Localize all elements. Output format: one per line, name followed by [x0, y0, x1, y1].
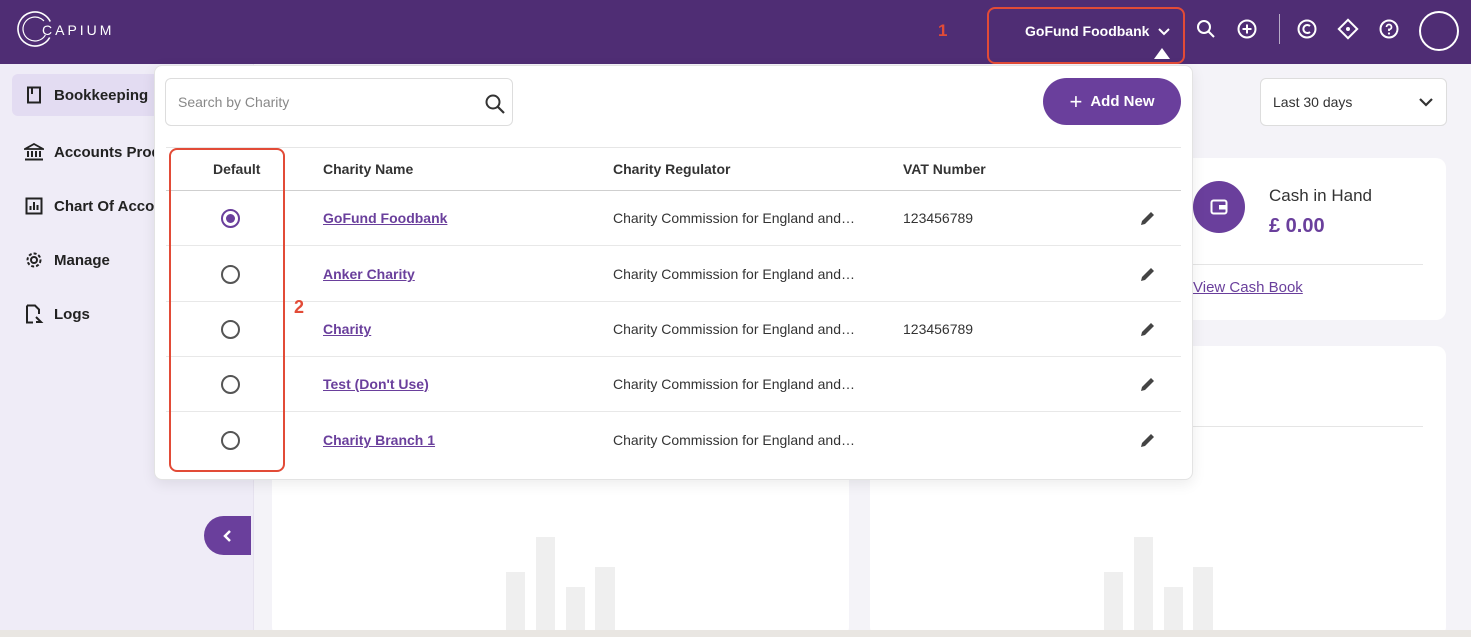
cash-in-hand-card [1150, 158, 1446, 320]
placeholder-bar [1193, 567, 1213, 637]
top-bar: CAPIUM 1 GoFund Foodbank [0, 0, 1471, 64]
default-radio[interactable] [221, 320, 240, 339]
date-range-select[interactable]: Last 30 days [1260, 78, 1447, 126]
table-row: Anker Charity Charity Commission for Eng… [166, 247, 1181, 302]
column-header-charity-name: Charity Name [323, 161, 414, 177]
capium-icon[interactable] [1296, 18, 1318, 40]
logo-ring-icon [17, 11, 53, 47]
charity-name-link[interactable]: Test (Don't Use) [323, 376, 429, 392]
pencil-icon[interactable] [1139, 321, 1156, 338]
charity-regulator: Charity Commission for England and… [613, 432, 855, 448]
table-row: Charity Charity Commission for England a… [166, 302, 1181, 357]
chart-icon [24, 196, 44, 216]
sidebar-item-accounts-production[interactable]: Accounts Prod [12, 131, 252, 173]
bottom-edge [0, 630, 1471, 637]
charity-regulator: Charity Commission for England and… [613, 376, 855, 392]
placeholder-bar [566, 587, 585, 637]
charity-regulator: Charity Commission for England and… [613, 266, 855, 282]
vat-number: 123456789 [903, 210, 974, 226]
sidebar-item-chart-of-accounts[interactable]: Chart Of Accou [12, 185, 252, 227]
sidebar-item-logs[interactable]: Logs [12, 293, 252, 335]
default-radio[interactable] [221, 209, 240, 228]
charity-regulator: Charity Commission for England and… [613, 321, 855, 337]
book-icon [24, 85, 44, 105]
default-radio[interactable] [221, 375, 240, 394]
placeholder-bar [1104, 572, 1123, 637]
pencil-icon[interactable] [1139, 266, 1156, 283]
toolbar-divider [1279, 14, 1280, 44]
divider [1193, 264, 1423, 265]
gear-icon [24, 250, 44, 270]
charity-dropdown-panel [154, 65, 1193, 480]
help-icon[interactable] [1378, 18, 1400, 40]
diamond-icon[interactable] [1337, 18, 1359, 40]
sidebar-item-label: Accounts Prod [54, 143, 161, 161]
default-radio[interactable] [221, 265, 240, 284]
pencil-icon[interactable] [1139, 210, 1156, 227]
logs-icon [24, 304, 44, 324]
sidebar-item-label: Logs [54, 305, 90, 323]
chevron-down-icon[interactable] [1157, 22, 1171, 42]
charity-name-link[interactable]: Charity Branch 1 [323, 432, 436, 448]
wallet-icon [1193, 181, 1245, 233]
vat-number: 123456789 [903, 321, 974, 337]
view-cash-book-link[interactable]: View Cash Book [1193, 279, 1303, 296]
plus-icon: + [1069, 88, 1083, 114]
placeholder-bar [595, 567, 615, 637]
collapse-sidebar-button[interactable] [204, 516, 251, 555]
annotation-marker-2: 2 [294, 297, 305, 317]
column-header-default: Default [213, 161, 261, 177]
add-new-charity-button[interactable]: + Add New [1043, 78, 1181, 125]
search-icon[interactable] [1195, 18, 1217, 40]
date-range-value: Last 30 days [1273, 94, 1353, 110]
placeholder-bar [1134, 537, 1153, 637]
org-selector-highlight [987, 7, 1185, 64]
sidebar-item-label: Bookkeeping [54, 86, 149, 104]
placeholder-bar [506, 572, 525, 637]
header-divider [166, 190, 1181, 191]
charity-search-input[interactable] [167, 80, 467, 124]
avatar[interactable] [1419, 11, 1459, 51]
placeholder-bar [536, 537, 555, 637]
placeholder-bar [1164, 587, 1183, 637]
sidebar-item-label: Manage [54, 251, 110, 269]
dropdown-caret [1154, 48, 1170, 59]
table-row: Charity Branch 1 Charity Commission for … [166, 413, 1181, 468]
charity-name-link[interactable]: GoFund Foodbank [323, 210, 448, 226]
search-icon[interactable] [484, 93, 506, 115]
capium-logo[interactable]: CAPIUM [16, 10, 111, 48]
add-new-label: Add New [1090, 93, 1155, 110]
bank-icon [24, 142, 44, 162]
charity-name-link[interactable]: Anker Charity [323, 266, 415, 282]
chevron-down-icon [1419, 98, 1433, 107]
org-selector-button[interactable]: GoFund Foodbank [1025, 23, 1150, 39]
charity-regulator: Charity Commission for England and… [613, 210, 855, 226]
table-row: GoFund Foodbank Charity Commission for E… [166, 191, 1181, 246]
logo-text: CAPIUM [42, 22, 115, 38]
cash-in-hand-label: Cash in Hand [1269, 186, 1373, 205]
charity-name-link[interactable]: Charity [323, 321, 372, 337]
table-row: Test (Don't Use) Charity Commission for … [166, 357, 1181, 412]
cash-in-hand-value: £ 0.00 [1269, 215, 1325, 237]
pencil-icon[interactable] [1139, 376, 1156, 393]
default-radio[interactable] [221, 431, 240, 450]
divider [166, 147, 1181, 148]
pencil-icon[interactable] [1139, 432, 1156, 449]
sidebar-item-manage[interactable]: Manage [12, 239, 252, 281]
sidebar-item-label: Chart Of Accou [54, 197, 164, 215]
divider [1150, 426, 1423, 427]
dashboard-widget-left [272, 470, 849, 637]
annotation-marker-1: 1 [938, 21, 948, 40]
add-circle-icon[interactable] [1236, 18, 1258, 40]
column-header-vat-number: VAT Number [903, 161, 986, 177]
chevron-left-icon [222, 529, 231, 542]
column-header-charity-regulator: Charity Regulator [613, 161, 731, 177]
charity-search-box [165, 78, 513, 126]
default-column-highlight [169, 148, 285, 472]
